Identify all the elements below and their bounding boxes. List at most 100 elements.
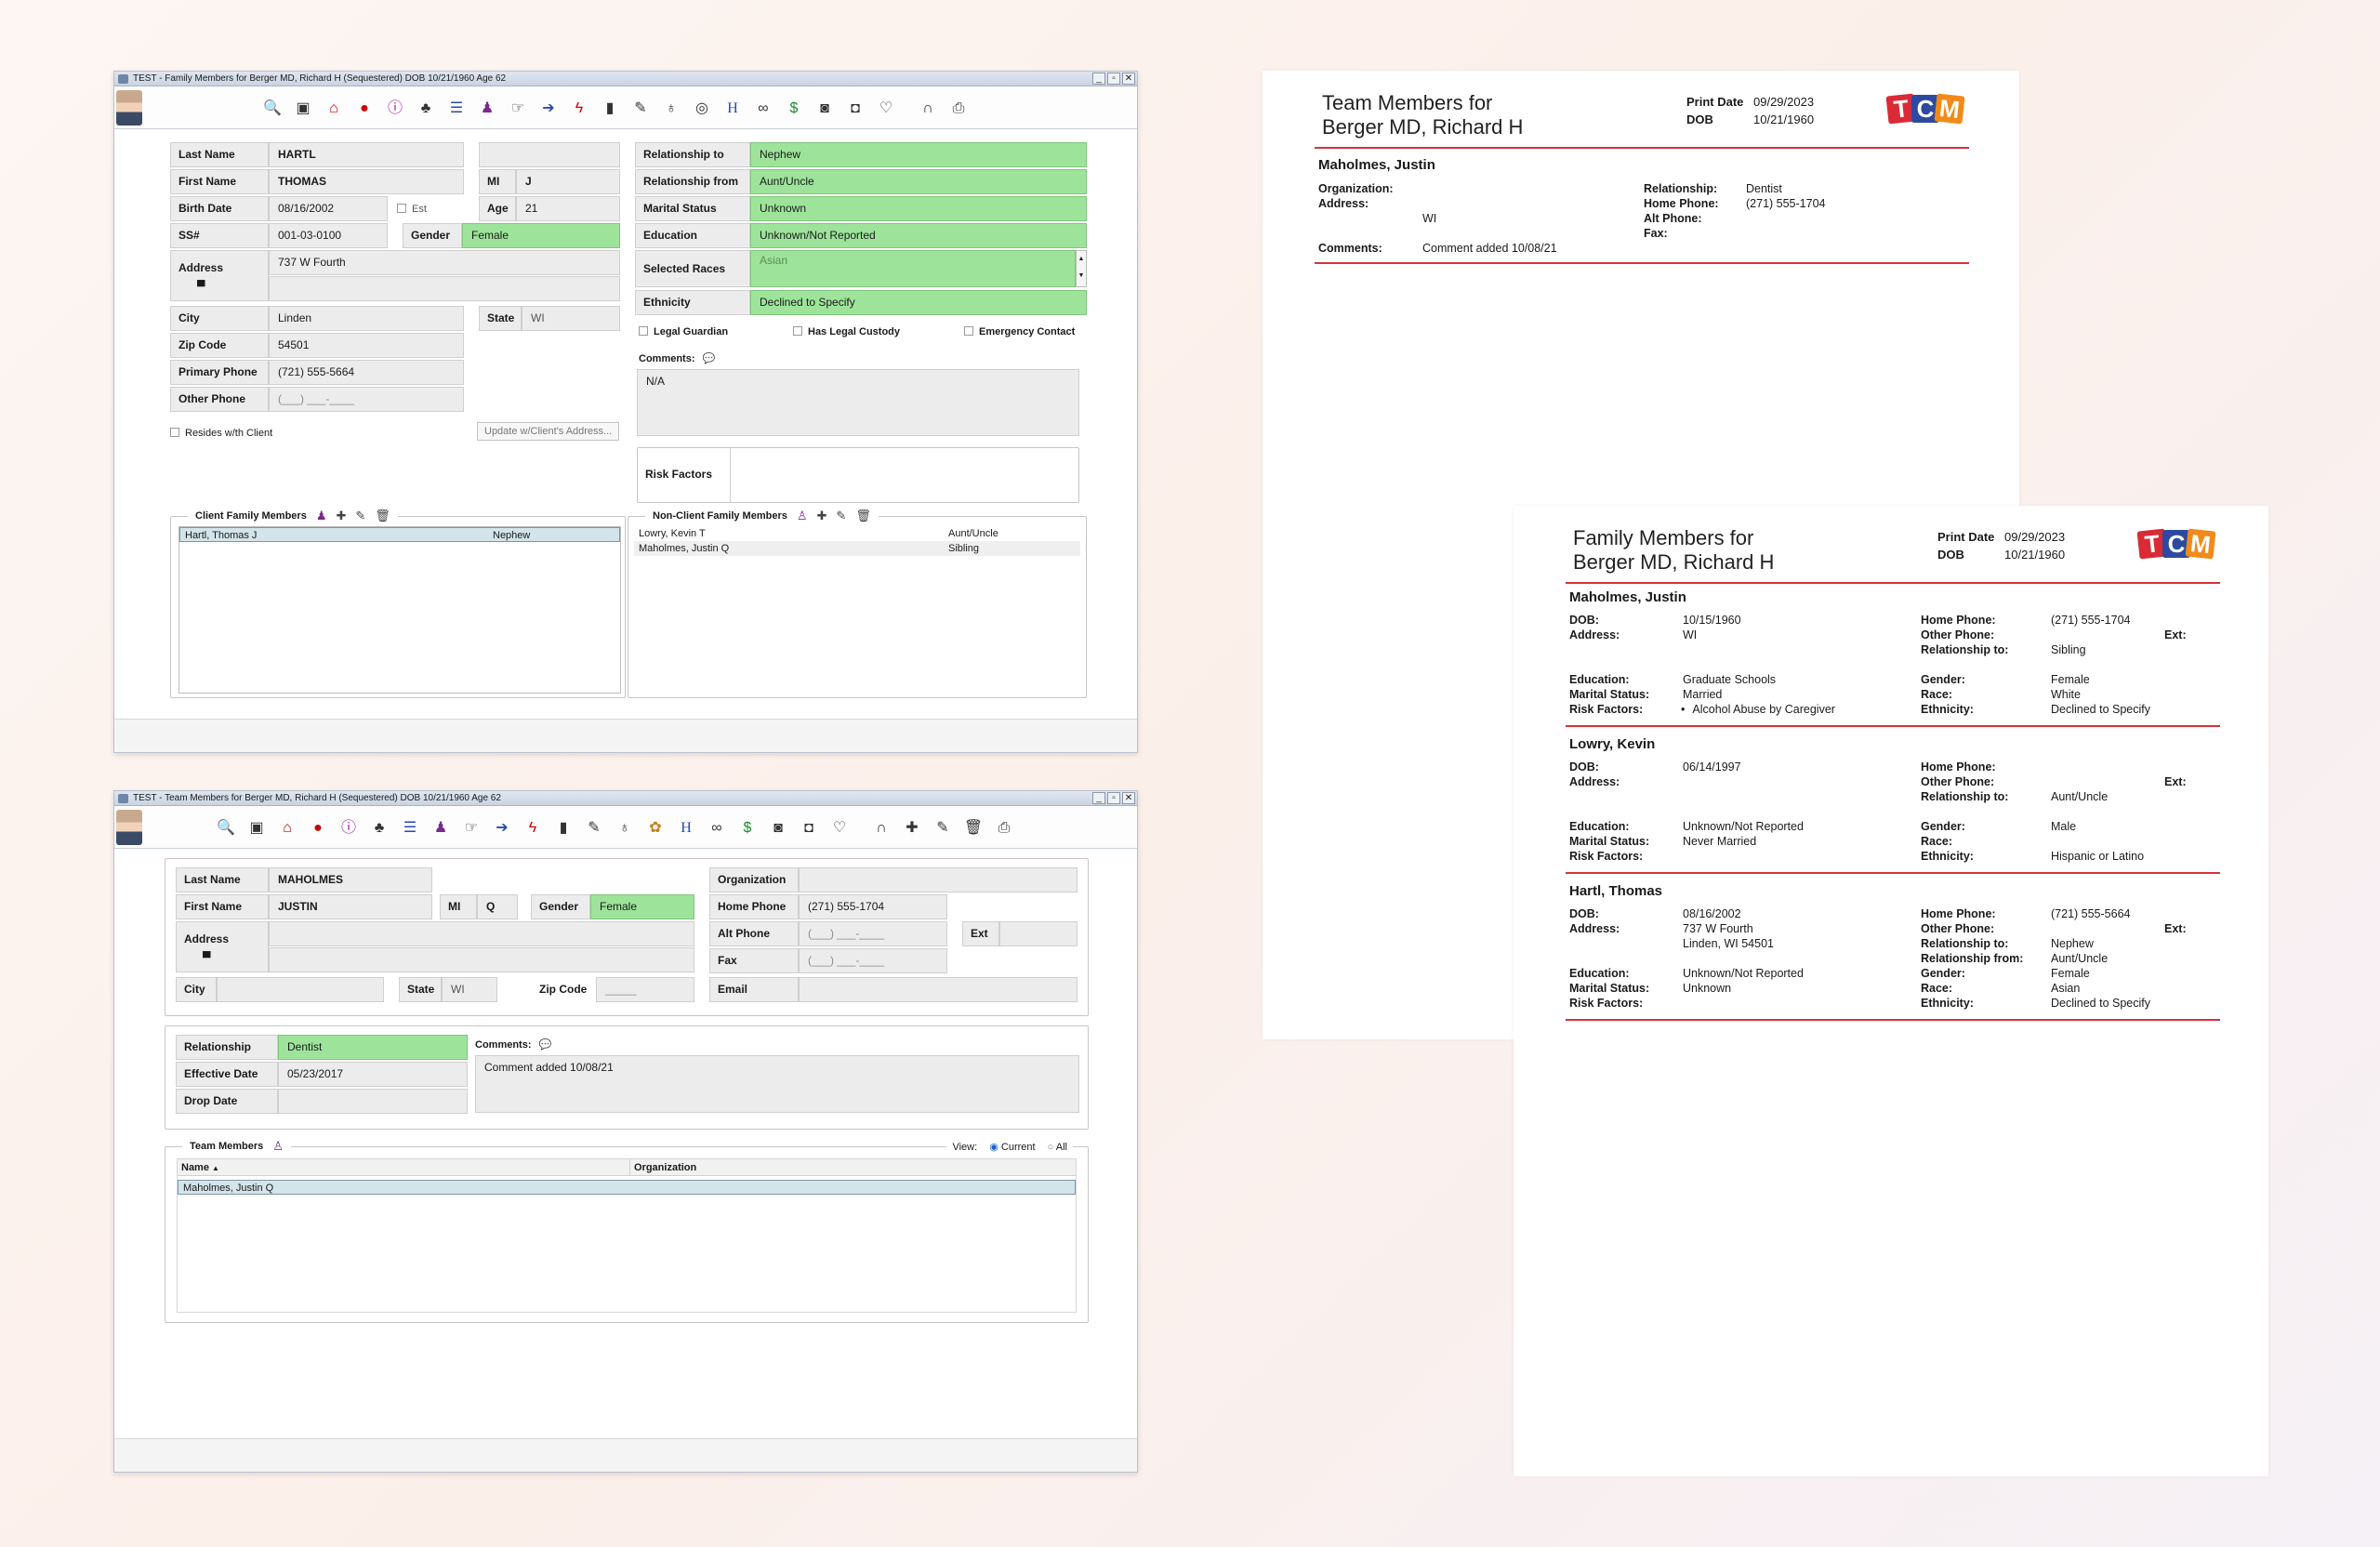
paw-icon[interactable]: ✿ <box>649 820 662 836</box>
pencil-icon[interactable]: ✎ <box>936 820 949 836</box>
binoculars-icon[interactable]: ∩ <box>876 820 887 836</box>
legal-guardian-checkbox[interactable]: Legal Guardian <box>639 325 728 338</box>
address-line2-field[interactable] <box>269 947 694 972</box>
ethnicity-field[interactable]: Declined to Specify <box>750 290 1087 315</box>
person-icon[interactable]: ♟ <box>480 100 495 116</box>
first-name-field[interactable]: JUSTIN <box>269 894 432 919</box>
trash-icon[interactable]: 🗑 <box>375 509 390 522</box>
current-label[interactable]: Current <box>1000 1142 1036 1153</box>
blank-field[interactable] <box>479 142 620 167</box>
hospital-icon[interactable]: H <box>727 100 738 116</box>
close-button[interactable]: ✕ <box>1122 73 1135 85</box>
all-label[interactable]: All <box>1055 1142 1067 1153</box>
heart-icon[interactable]: ♡ <box>879 100 893 116</box>
inbox-icon[interactable]: ◘ <box>851 100 860 116</box>
document-icon[interactable]: ▮ <box>559 820 568 836</box>
dollar-icon[interactable]: $ <box>743 820 752 836</box>
client-avatar[interactable] <box>116 90 142 126</box>
ssn-field[interactable]: 001-03-0100 <box>269 223 388 248</box>
effective-date-field[interactable]: 05/23/2017 <box>278 1062 468 1087</box>
zip-field[interactable]: 54501 <box>269 333 464 358</box>
stethoscope-icon[interactable]: ♁ <box>619 820 630 836</box>
hospital-icon[interactable]: H <box>681 820 692 836</box>
zoom-icon[interactable]: 🔍 <box>263 100 282 116</box>
city-field[interactable]: Linden <box>269 306 464 331</box>
window-titlebar[interactable]: TEST - Team Members for Berger MD, Richa… <box>114 791 1137 806</box>
camera-icon[interactable]: ◙ <box>820 100 829 116</box>
maximize-button[interactable]: ▫ <box>1107 73 1120 85</box>
relationship-from-field[interactable]: Aunt/Uncle <box>750 169 1087 194</box>
city-field[interactable] <box>217 977 384 1002</box>
drop-date-field[interactable] <box>278 1089 468 1114</box>
hand-icon[interactable]: ☞ <box>510 100 525 116</box>
race-item[interactable]: Asian <box>760 254 788 267</box>
camera-icon[interactable]: ◙ <box>774 820 783 836</box>
document-icon[interactable]: ▮ <box>605 100 615 116</box>
print-icon[interactable]: ⎙ <box>952 100 965 116</box>
comments-field[interactable]: Comment added 10/08/21 <box>475 1055 1079 1113</box>
comment-bubble-icon[interactable]: 💬 <box>538 1039 552 1051</box>
info-icon[interactable]: ⓘ <box>387 100 403 116</box>
hand-icon[interactable]: ☞ <box>464 820 479 836</box>
list-icon[interactable]: ☰ <box>449 100 464 116</box>
state-field[interactable]: WI <box>522 306 620 331</box>
person-icon[interactable]: ♟ <box>433 820 448 836</box>
client-avatar[interactable] <box>116 810 142 845</box>
minimize-button[interactable]: _ <box>1092 792 1105 804</box>
first-name-field[interactable]: THOMAS <box>269 169 464 194</box>
ext-field[interactable] <box>999 921 1078 946</box>
zip-field[interactable]: _____ <box>596 977 694 1002</box>
list-item[interactable]: Lowry, Kevin T Aunt/Uncle <box>634 526 1080 541</box>
info-icon[interactable]: ⓘ <box>340 820 356 836</box>
list-item[interactable]: Hartl, Thomas J Nephew <box>179 527 620 542</box>
maximize-button[interactable]: ▫ <box>1107 792 1120 804</box>
other-phone-field[interactable]: (___) ___-____ <box>269 387 464 412</box>
save-icon[interactable]: ▣ <box>249 820 264 836</box>
address-book-icon[interactable]: ▀ <box>203 951 211 964</box>
link-icon[interactable]: ∞ <box>711 820 722 836</box>
edit-icon[interactable]: ✎ <box>634 100 647 116</box>
save-icon[interactable]: ▣ <box>296 100 311 116</box>
pencil-icon[interactable]: ✎ <box>355 509 366 522</box>
gender-field[interactable]: Female <box>590 894 694 919</box>
races-scrollbar[interactable]: ▲ ▼ <box>1076 250 1087 287</box>
flash-icon[interactable]: ϟ <box>528 820 537 836</box>
birth-date-field[interactable]: 08/16/2002 <box>269 196 388 221</box>
stethoscope-icon[interactable]: ♁ <box>666 100 677 116</box>
mi-field[interactable]: Q <box>477 894 518 919</box>
comments-field[interactable]: N/A <box>637 369 1079 436</box>
record-icon[interactable]: ● <box>360 100 369 116</box>
dollar-icon[interactable]: $ <box>789 100 799 116</box>
list-icon[interactable]: ☰ <box>403 820 417 836</box>
mi-field[interactable]: J <box>516 169 620 194</box>
list-item[interactable]: Maholmes, Justin Q Sibling <box>634 541 1080 556</box>
group-icon[interactable]: ♣ <box>374 820 385 836</box>
last-name-field[interactable]: MAHOLMES <box>269 867 432 892</box>
organization-field[interactable] <box>799 867 1078 892</box>
minimize-button[interactable]: _ <box>1092 73 1105 85</box>
emergency-contact-checkbox[interactable]: Emergency Contact <box>964 325 1075 338</box>
link-icon[interactable]: ∞ <box>758 100 769 116</box>
all-radio[interactable]: ○ <box>1047 1142 1054 1153</box>
address-line1-field[interactable]: 737 W Fourth <box>269 250 620 275</box>
marital-status-field[interactable]: Unknown <box>750 196 1087 221</box>
education-field[interactable]: Unknown/Not Reported <box>750 223 1087 248</box>
column-header-organization[interactable]: Organization <box>629 1159 696 1176</box>
record-icon[interactable]: ● <box>313 820 323 836</box>
trash-icon[interactable]: 🗑 <box>963 820 984 836</box>
heart-icon[interactable]: ♡ <box>832 820 847 836</box>
login-icon[interactable]: ➔ <box>542 100 555 116</box>
last-name-field[interactable]: HARTL <box>269 142 464 167</box>
add-icon[interactable]: ✚ <box>816 509 827 522</box>
inbox-icon[interactable]: ◘ <box>804 820 813 836</box>
add-icon[interactable]: ✚ <box>336 509 347 522</box>
team-members-table[interactable]: Name ▲ Organization Maholmes, Justin Q <box>177 1158 1077 1313</box>
window-titlebar[interactable]: TEST - Family Members for Berger MD, Ric… <box>114 72 1137 86</box>
fax-field[interactable]: (___) ___-____ <box>799 948 947 973</box>
relationship-to-field[interactable]: Nephew <box>750 142 1087 167</box>
selected-races-field[interactable]: Asian <box>750 250 1076 287</box>
home-icon[interactable]: ⌂ <box>283 820 292 836</box>
est-checkbox[interactable]: Est <box>397 203 427 216</box>
column-header-name[interactable]: Name ▲ <box>181 1159 219 1177</box>
pencil-icon[interactable]: ✎ <box>836 509 847 522</box>
